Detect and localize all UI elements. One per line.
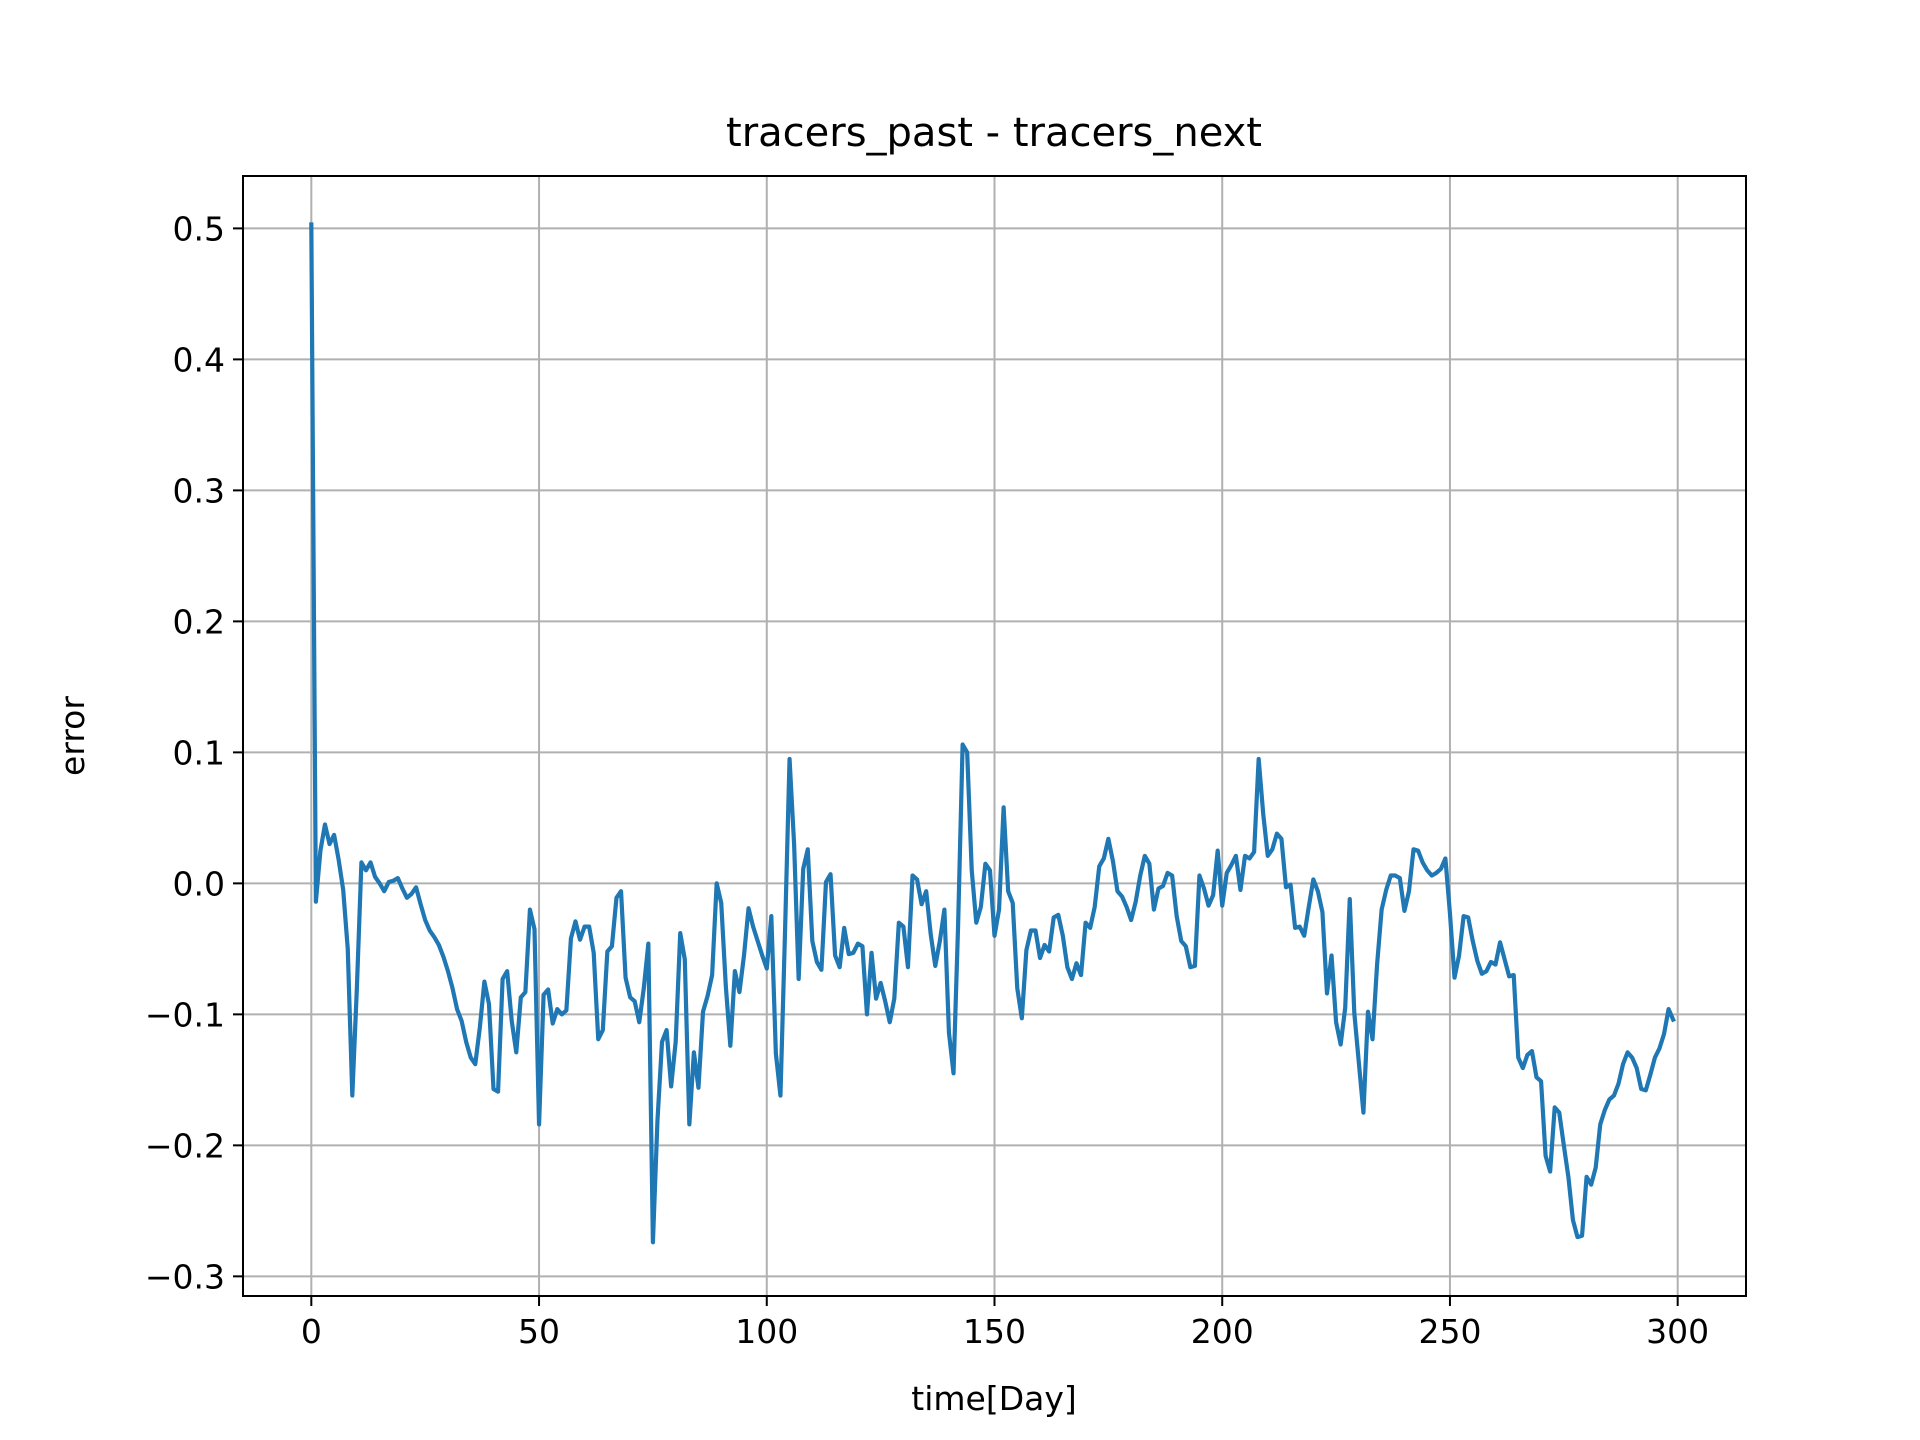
- y-tick-label: 0.4: [173, 340, 225, 379]
- grid: [243, 176, 1746, 1296]
- y-tick-label: 0.0: [173, 864, 225, 903]
- y-tick-label: 0.2: [173, 602, 225, 641]
- x-tick-label: 150: [963, 1312, 1026, 1351]
- y-tick-label: 0.5: [173, 209, 225, 248]
- y-tick-label: −0.1: [145, 995, 225, 1034]
- series-line: [309, 222, 1676, 1245]
- x-tick-label: 0: [301, 1312, 322, 1351]
- x-tick-label: 100: [735, 1312, 798, 1351]
- x-axis-label: time[Day]: [911, 1379, 1076, 1418]
- x-tick-label: 300: [1646, 1312, 1709, 1351]
- chart-title: tracers_past - tracers_next: [726, 110, 1262, 156]
- x-axis-ticks: 0 50 100 150 200 250 300: [301, 1296, 1709, 1351]
- y-tick-label: 0.3: [173, 471, 225, 510]
- y-tick-label: 0.1: [173, 733, 225, 772]
- x-tick-label: 250: [1418, 1312, 1481, 1351]
- x-tick-label: 50: [518, 1312, 560, 1351]
- series-layer: [309, 222, 1676, 1245]
- y-tick-label: −0.3: [145, 1257, 225, 1296]
- y-axis-ticks: 0.5 0.4 0.3 0.2 0.1 0.0 −0.1 −0.2 −0.3: [145, 209, 243, 1296]
- y-tick-label: −0.2: [145, 1126, 225, 1165]
- x-tick-label: 200: [1191, 1312, 1254, 1351]
- y-axis-label: error: [53, 696, 92, 776]
